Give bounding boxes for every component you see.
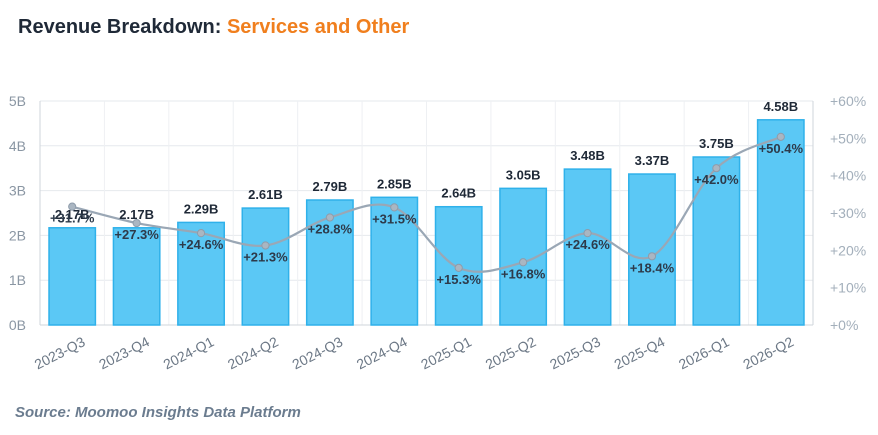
x-tick-label: 2024-Q2	[225, 333, 281, 372]
source-note: Source: Moomoo Insights Data Platform	[15, 404, 301, 421]
growth-point	[583, 229, 592, 238]
growth-point	[712, 164, 721, 173]
growth-value-label: +16.8%	[501, 266, 546, 281]
x-tick-label: 2025-Q4	[612, 333, 668, 372]
x-tick-label: 2026-Q1	[676, 333, 732, 372]
bar-value-label: 2.29B	[184, 201, 219, 216]
x-tick-label: 2025-Q1	[418, 333, 474, 372]
growth-point	[776, 132, 785, 141]
revenue-bar	[48, 227, 97, 326]
growth-value-label: +42.0%	[694, 172, 739, 187]
x-tick-label: 2023-Q3	[32, 333, 88, 372]
x-tick-label: 2024-Q1	[161, 333, 217, 372]
y-right-tick-label: +40%	[830, 168, 866, 184]
chart-title-main: Revenue Breakdown:	[18, 16, 227, 38]
growth-value-label: +15.3%	[436, 272, 481, 287]
revenue-bar	[241, 207, 290, 326]
growth-point	[132, 218, 141, 228]
growth-value-label: +31.7%	[50, 211, 95, 226]
x-tick-label: 2024-Q4	[354, 333, 410, 372]
revenue-bar	[628, 173, 676, 326]
growth-value-label: +24.6%	[179, 237, 224, 252]
bar-value-label: 4.58B	[763, 99, 798, 114]
y-right-tick-label: +30%	[830, 205, 866, 221]
growth-point	[261, 241, 270, 250]
revenue-bar	[499, 187, 548, 326]
bar-value-label: 3.05B	[506, 167, 541, 182]
y-right-tick-label: +10%	[830, 280, 866, 296]
bar-value-label: 2.17B	[55, 207, 90, 222]
growth-value-label: +18.4%	[630, 260, 675, 275]
growth-value-label: +50.4%	[759, 141, 804, 156]
chart-title: Revenue Breakdown: Services and Other	[18, 16, 409, 39]
revenue-bar	[563, 168, 612, 326]
growth-point	[68, 202, 77, 211]
y-right-tick-label: +50%	[830, 130, 866, 146]
growth-point	[454, 263, 463, 272]
y-left-tick-label: 5B	[9, 93, 26, 109]
growth-point	[325, 213, 334, 222]
x-tick-label: 2024-Q3	[289, 333, 345, 372]
growth-point	[647, 252, 657, 261]
revenue-bar	[112, 227, 161, 326]
bar-value-label: 3.37B	[635, 153, 670, 168]
y-right-tick-label: +20%	[830, 242, 866, 258]
growth-value-label: +21.3%	[243, 249, 288, 264]
x-tick-label: 2025-Q2	[483, 333, 539, 372]
bar-value-label: 2.85B	[377, 176, 412, 191]
x-tick-label: 2026-Q2	[740, 333, 796, 372]
revenue-bar	[177, 221, 225, 326]
growth-point	[519, 258, 528, 267]
x-tick-label: 2025-Q3	[547, 333, 603, 372]
y-left-tick-label: 4B	[9, 138, 26, 154]
bar-value-label: 2.61B	[248, 187, 283, 202]
growth-value-label: +24.6%	[565, 237, 610, 252]
bar-value-label: 3.75B	[699, 136, 734, 151]
y-left-tick-label: 2B	[9, 227, 26, 243]
bar-value-label: 2.64B	[441, 186, 476, 201]
y-left-tick-label: 0B	[9, 317, 26, 333]
x-tick-label: 2023-Q4	[96, 333, 152, 372]
growth-value-label: +31.5%	[372, 211, 417, 226]
growth-point	[390, 203, 399, 212]
bar-value-label: 2.17B	[119, 207, 154, 222]
y-left-tick-label: 3B	[9, 183, 26, 199]
y-left-tick-label: 1B	[9, 272, 26, 288]
y-right-tick-label: +60%	[830, 93, 866, 109]
growth-value-label: +27.3%	[114, 227, 159, 242]
bar-value-label: 3.48B	[570, 148, 605, 163]
growth-point	[196, 229, 206, 238]
growth-value-label: +28.8%	[308, 221, 353, 236]
revenue-bar	[692, 156, 741, 326]
chart-title-accent: Services and Other	[226, 16, 410, 38]
revenue-bar	[756, 119, 805, 326]
y-right-tick-label: +0%	[830, 317, 858, 333]
bar-value-label: 2.79B	[313, 179, 348, 194]
